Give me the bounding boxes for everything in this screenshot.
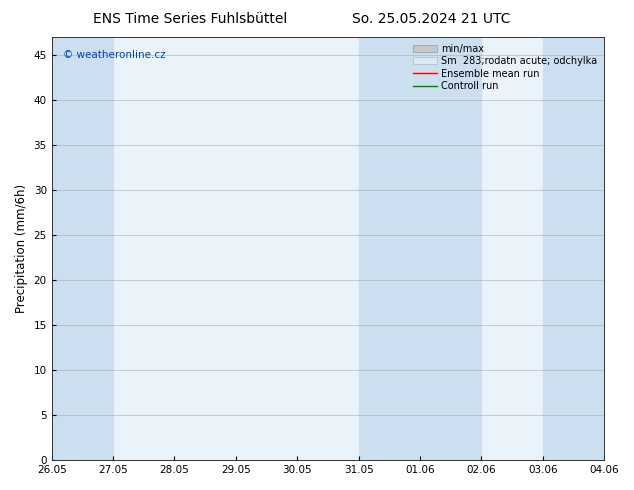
Bar <box>543 37 604 460</box>
Text: So. 25.05.2024 21 UTC: So. 25.05.2024 21 UTC <box>352 12 510 26</box>
Bar <box>51 37 113 460</box>
Text: © weatheronline.cz: © weatheronline.cz <box>63 50 165 60</box>
Legend: min/max, Sm  283;rodatn acute; odchylka, Ensemble mean run, Controll run: min/max, Sm 283;rodatn acute; odchylka, … <box>411 42 599 93</box>
Y-axis label: Precipitation (mm/6h): Precipitation (mm/6h) <box>15 184 28 313</box>
Bar <box>359 37 481 460</box>
Text: ENS Time Series Fuhlsbüttel: ENS Time Series Fuhlsbüttel <box>93 12 287 26</box>
